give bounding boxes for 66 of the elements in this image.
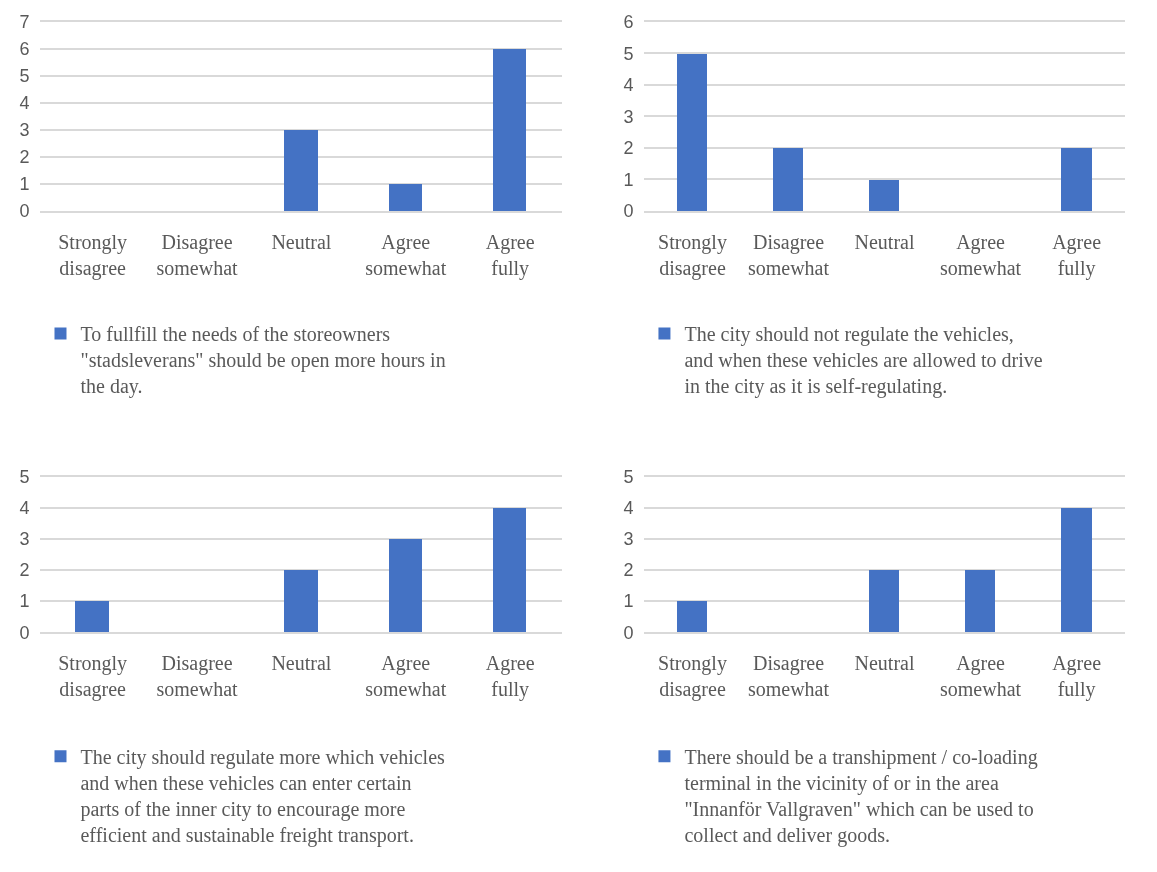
y-tick-label: 0 — [623, 201, 634, 222]
x-tick-label: Strongly disagree — [58, 651, 128, 701]
y-tick-label: 1 — [19, 174, 30, 195]
x-tick-label: Disagree somewhat — [156, 230, 239, 279]
x-tick-label: Neutral — [271, 651, 332, 674]
bar — [1061, 507, 1093, 632]
bar — [284, 569, 319, 632]
x-tick-label: Neutral — [854, 651, 915, 674]
y-tick-label: 3 — [623, 106, 634, 127]
y-tick-label: 6 — [623, 12, 634, 33]
y-tick-label: 3 — [623, 529, 634, 550]
y-tick-label: 5 — [19, 66, 30, 87]
bar — [75, 600, 110, 632]
x-tick-label: Disagree somewhat — [747, 230, 830, 279]
bar — [284, 129, 319, 211]
x-tick-label: Disagree somewhat — [156, 651, 239, 700]
y-tick-label: 5 — [623, 43, 634, 64]
y-tick-label: 1 — [623, 169, 634, 190]
y-tick-label: 0 — [623, 622, 634, 643]
y-tick-label: 1 — [19, 591, 30, 612]
legend-label: There should be a transhipment / co-loading terminal in the vicinity of or in the area "Innanför Vallgraven" which can be used to collect and deliver goods. — [684, 746, 1038, 848]
bar — [965, 569, 996, 632]
x-tick-label: Agree fully — [485, 230, 535, 280]
y-tick-label: 5 — [623, 467, 634, 488]
x-tick-label: Strongly disagree — [658, 651, 727, 701]
y-tick-label: 2 — [19, 560, 30, 581]
y-tick-label: 2 — [623, 138, 634, 159]
x-tick-label: Agree somewhat — [940, 230, 1022, 279]
bar — [1061, 147, 1093, 211]
bar — [389, 538, 423, 632]
x-tick-label: Agree somewhat — [365, 651, 447, 700]
x-tick-label: Disagree somewhat — [747, 651, 830, 700]
bar — [869, 569, 900, 632]
x-tick-label: Neutral — [271, 230, 332, 253]
x-tick-label: Strongly disagree — [658, 230, 727, 280]
bar — [677, 53, 708, 211]
bar — [389, 183, 423, 211]
y-tick-label: 4 — [623, 498, 634, 519]
y-tick-label: 4 — [19, 93, 30, 114]
y-tick-label: 7 — [19, 12, 30, 33]
y-tick-label: 3 — [19, 529, 30, 550]
x-tick-label: Agree fully — [1052, 230, 1102, 280]
bar — [677, 600, 708, 632]
legend-label: The city should not regulate the vehicles, and when these vehicles are allowed to drive in the city as it is self-regulating. — [684, 323, 1043, 399]
x-tick-label: Neutral — [854, 230, 915, 253]
y-tick-label: 3 — [19, 120, 30, 141]
x-tick-label: Agree somewhat — [940, 651, 1022, 700]
y-tick-label: 4 — [19, 498, 30, 519]
y-tick-label: 0 — [19, 622, 30, 643]
bar — [869, 179, 900, 211]
y-tick-label: 5 — [19, 467, 30, 488]
bar — [493, 507, 527, 632]
x-tick-label: Agree somewhat — [365, 230, 447, 279]
y-tick-label: 6 — [19, 39, 30, 60]
bar — [493, 48, 527, 211]
x-tick-label: Agree fully — [1052, 651, 1102, 701]
y-tick-label: 0 — [19, 201, 30, 222]
x-tick-label: Strongly disagree — [58, 230, 128, 280]
bar — [773, 147, 804, 211]
y-tick-label: 1 — [623, 591, 634, 612]
y-tick-label: 2 — [19, 147, 30, 168]
x-tick-label: Agree fully — [485, 651, 535, 701]
legend-label: The city should regulate more which vehicles and when these vehicles can enter certain parts of the inner city to encourage more efficient and sustainable freight transport. — [80, 746, 446, 848]
legend-label: To fullfill the needs of the storeowners "stadsleverans" should be open more hours in the day. — [80, 323, 446, 399]
y-tick-label: 4 — [623, 75, 634, 96]
y-tick-label: 2 — [623, 560, 634, 581]
